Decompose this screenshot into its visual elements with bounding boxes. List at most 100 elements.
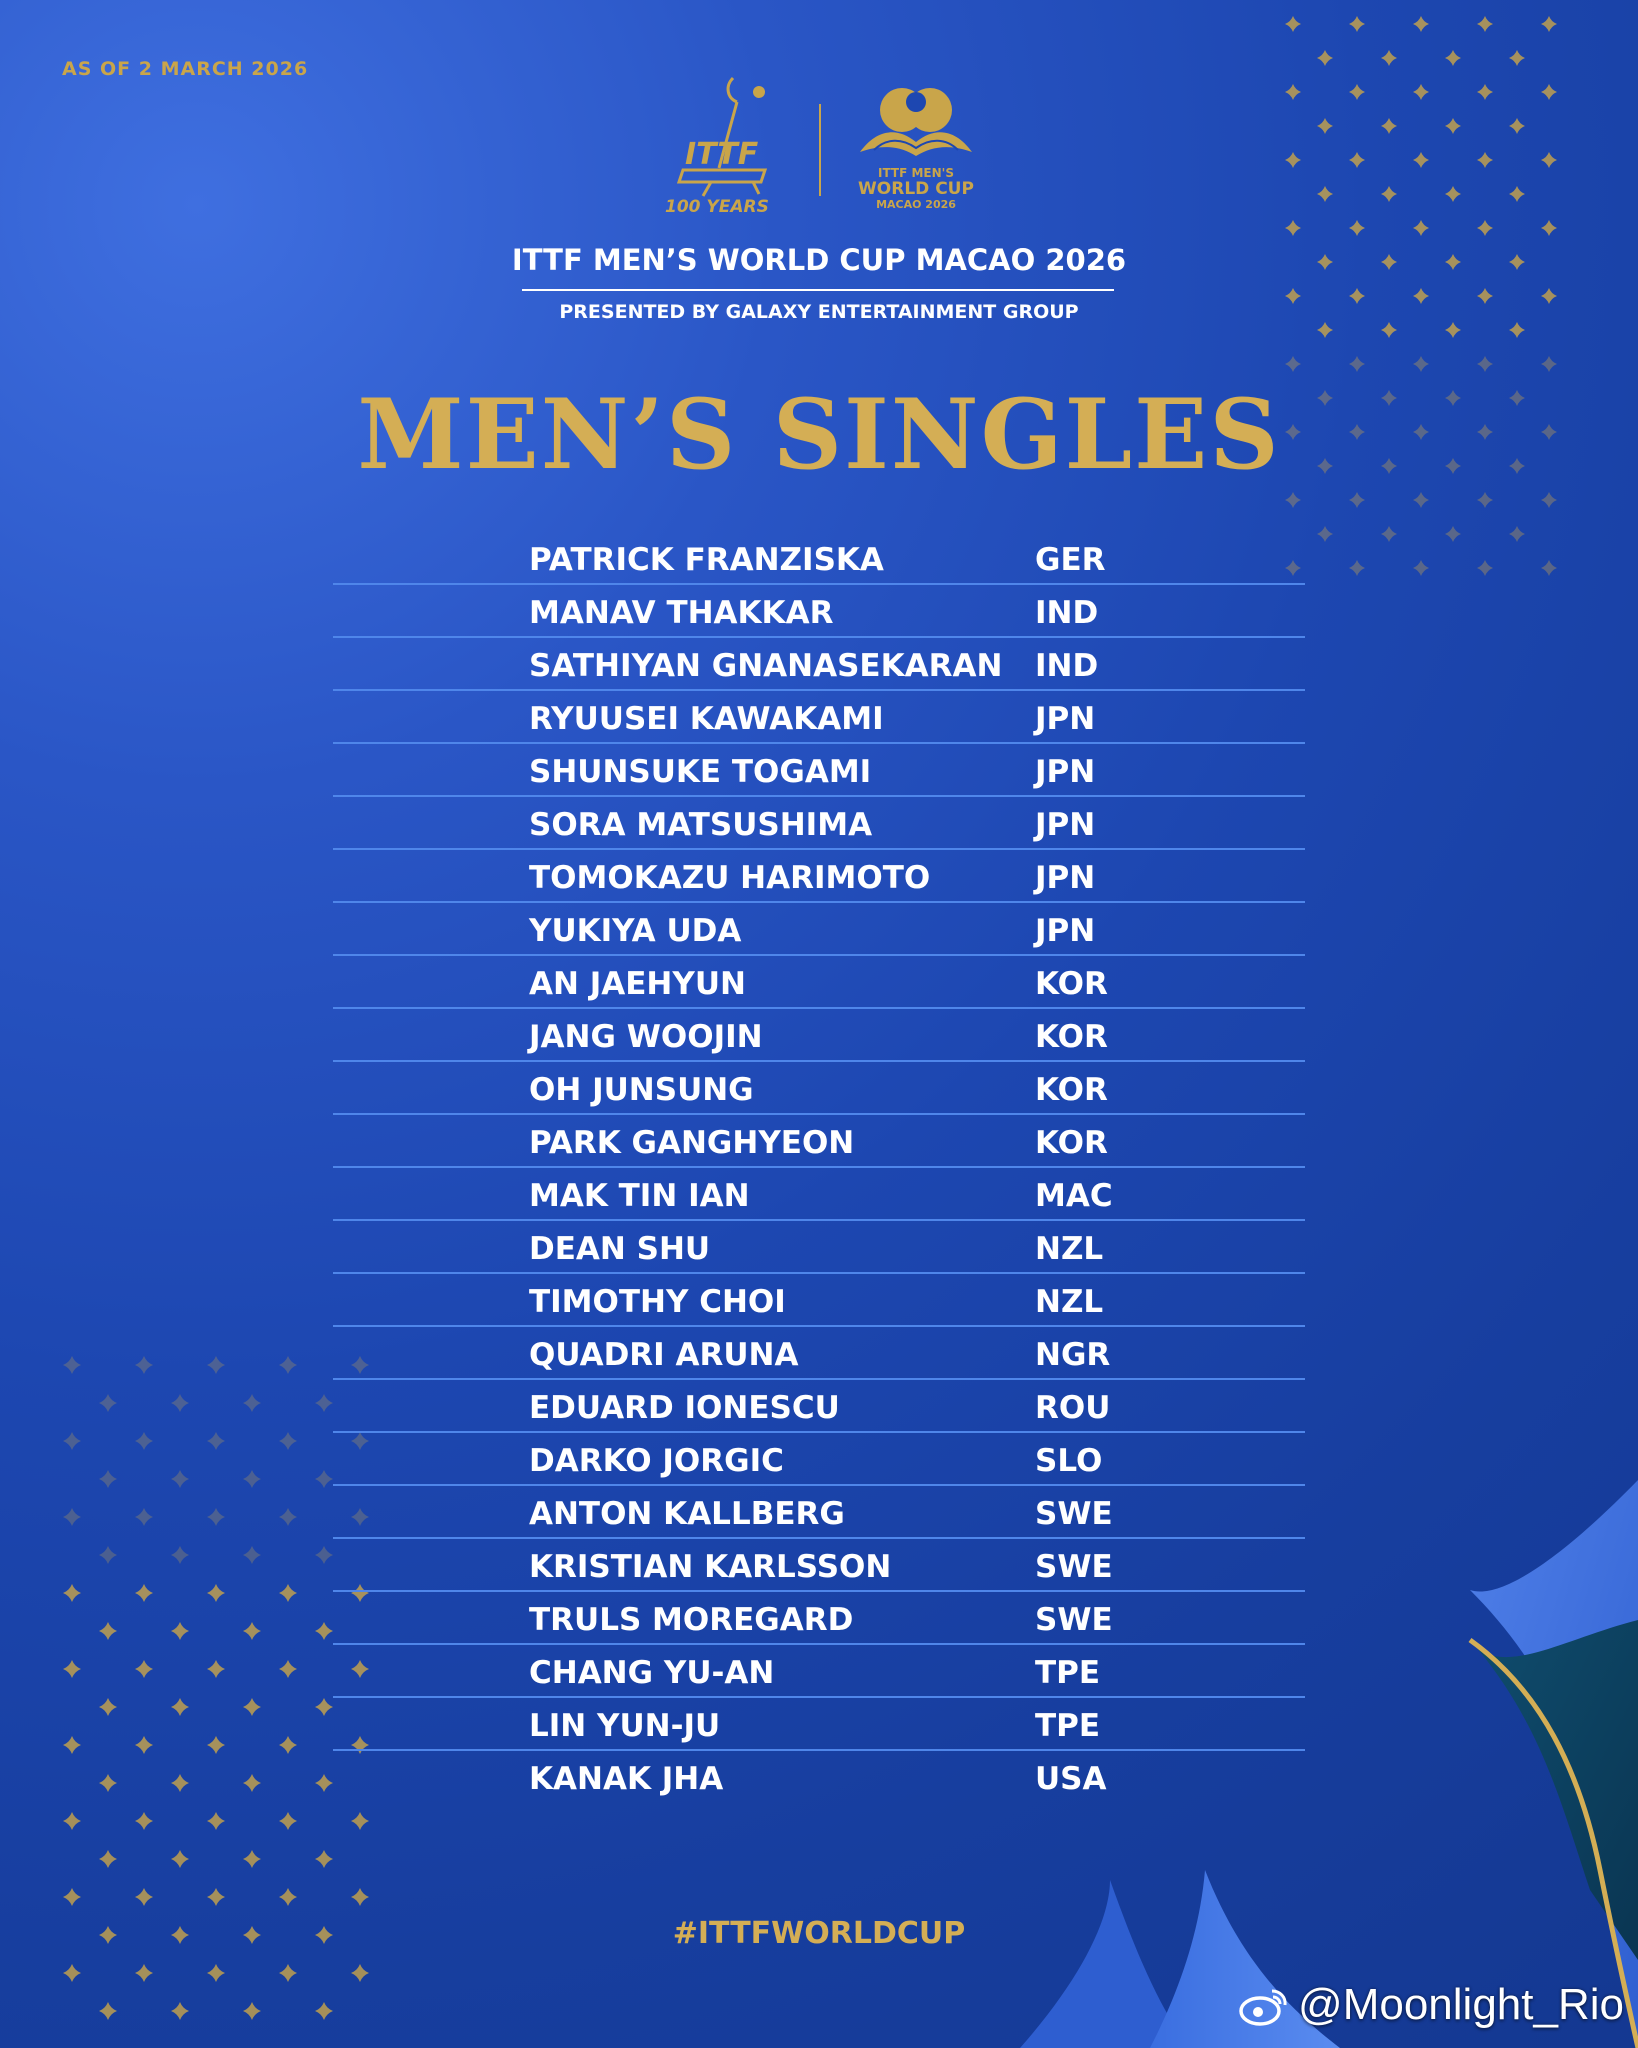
sparkle-icon [1349, 356, 1365, 372]
sparkle-icon [1541, 288, 1557, 304]
player-name: QUADRI ARUNA [529, 1337, 799, 1373]
sparkle-icon [135, 1584, 153, 1602]
sparkle-icon [207, 1888, 225, 1906]
title-underline [522, 289, 1114, 291]
sparkle-icon [315, 1394, 333, 1412]
sparkle-icon [1477, 152, 1493, 168]
sparkle-icon [171, 2002, 189, 2020]
sparkle-icon [135, 1356, 153, 1374]
player-name: PATRICK FRANZISKA [529, 542, 884, 578]
sparkle-icon [1509, 254, 1525, 270]
sparkle-icon [135, 1432, 153, 1450]
sparkle-icon [1541, 84, 1557, 100]
player-name: JANG WOOJIN [529, 1019, 763, 1055]
player-row: PARK GANGHYEON KOR [333, 1115, 1305, 1168]
sparkle-icon [1509, 322, 1525, 338]
sparkle-icon [63, 1660, 81, 1678]
player-country: USA [1035, 1761, 1107, 1797]
player-name: LIN YUN-JU [529, 1708, 721, 1744]
player-name: TRULS MOREGARD [529, 1602, 854, 1638]
sparkle-icon [1477, 356, 1493, 372]
sparkle-icon [1349, 16, 1365, 32]
sparkle-icon [315, 1698, 333, 1716]
sparkle-icon [315, 1546, 333, 1564]
player-country: IND [1035, 648, 1099, 684]
player-country: JPN [1035, 913, 1096, 949]
sparkle-icon [135, 1508, 153, 1526]
sparkle-icon [279, 1508, 297, 1526]
sparkle-pattern-top [1285, 16, 1557, 576]
player-row: TOMOKAZU HARIMOTO JPN [333, 850, 1305, 903]
sparkle-icon [63, 1888, 81, 1906]
sparkle-icon [1541, 152, 1557, 168]
sparkle-icon [1285, 152, 1301, 168]
sparkle-icon [1349, 492, 1365, 508]
sparkle-icon [279, 1736, 297, 1754]
sparkle-icon [1477, 84, 1493, 100]
sparkle-icon [279, 1432, 297, 1450]
sparkle-icon [243, 1850, 261, 1868]
ittf-100-years-logo: ITTF 100 YEARS [665, 76, 769, 217]
sparkle-icon [351, 1660, 369, 1678]
sparkle-icon [243, 1622, 261, 1640]
player-country: TPE [1035, 1708, 1101, 1744]
player-list: PATRICK FRANZISKA GER MANAV THAKKAR IND SA… [333, 532, 1305, 1804]
sparkle-icon [1381, 50, 1397, 66]
player-country: SWE [1035, 1496, 1113, 1532]
sparkle-icon [315, 1774, 333, 1792]
sparkle-icon [1541, 16, 1557, 32]
player-row: YUKIYA UDA JPN [333, 903, 1305, 956]
player-country: JPN [1035, 807, 1096, 843]
page-title: MEN’S SINGLES [357, 378, 1281, 491]
sparkle-icon [279, 1660, 297, 1678]
sparkle-icon [243, 1394, 261, 1412]
sparkle-icon [1541, 356, 1557, 372]
sparkle-icon [1445, 186, 1461, 202]
worldcup-logo-line2: WORLD CUP [858, 179, 974, 199]
sparkle-icon [135, 1964, 153, 1982]
sparkle-icon [171, 1926, 189, 1944]
sparkle-icon [1445, 118, 1461, 134]
player-row: EDUARD IONESCU ROU [333, 1380, 1305, 1433]
sparkle-icon [351, 1888, 369, 1906]
player-name: OH JUNSUNG [529, 1072, 754, 1108]
player-country: IND [1035, 595, 1099, 631]
player-name: PARK GANGHYEON [529, 1125, 855, 1161]
sparkle-icon [63, 1812, 81, 1830]
player-country: SWE [1035, 1549, 1113, 1585]
sparkle-icon [63, 1432, 81, 1450]
sparkle-icon [1509, 390, 1525, 406]
player-name: KRISTIAN KARLSSON [529, 1549, 892, 1585]
sparkle-icon [1285, 424, 1301, 440]
sparkle-icon [171, 1698, 189, 1716]
sparkle-icon [135, 1736, 153, 1754]
sparkle-icon [1509, 186, 1525, 202]
sparkle-icon [1413, 424, 1429, 440]
player-country: KOR [1035, 1125, 1108, 1161]
player-country: NZL [1035, 1231, 1104, 1267]
sparkle-icon [351, 1508, 369, 1526]
sparkle-icon [171, 1546, 189, 1564]
sparkle-icon [1509, 526, 1525, 542]
worldcup-logo-line1: ITTF MEN'S [878, 166, 954, 180]
player-country: TPE [1035, 1655, 1101, 1691]
player-row: KRISTIAN KARLSSON SWE [333, 1539, 1305, 1592]
sparkle-icon [99, 2002, 117, 2020]
player-row: SHUNSUKE TOGAMI JPN [333, 744, 1305, 797]
player-row: PATRICK FRANZISKA GER [333, 532, 1305, 585]
watermark: @Moonlight_Rio [1238, 1980, 1624, 2030]
sparkle-icon [207, 1508, 225, 1526]
sparkle-icon [315, 1622, 333, 1640]
event-title: ITTF MEN’S WORLD CUP MACAO 2026 [511, 243, 1127, 277]
sparkle-icon [1349, 560, 1365, 576]
sparkle-icon [1381, 526, 1397, 542]
bottom-right-wedge [1470, 1480, 1638, 2048]
sparkle-icon [1445, 254, 1461, 270]
ittf-logo-text: ITTF [685, 137, 759, 172]
player-country: KOR [1035, 1072, 1108, 1108]
sparkle-icon [1413, 560, 1429, 576]
player-row: RYUUSEI KAWAKAMI JPN [333, 691, 1305, 744]
sparkle-icon [1445, 458, 1461, 474]
sparkle-icon [1317, 186, 1333, 202]
